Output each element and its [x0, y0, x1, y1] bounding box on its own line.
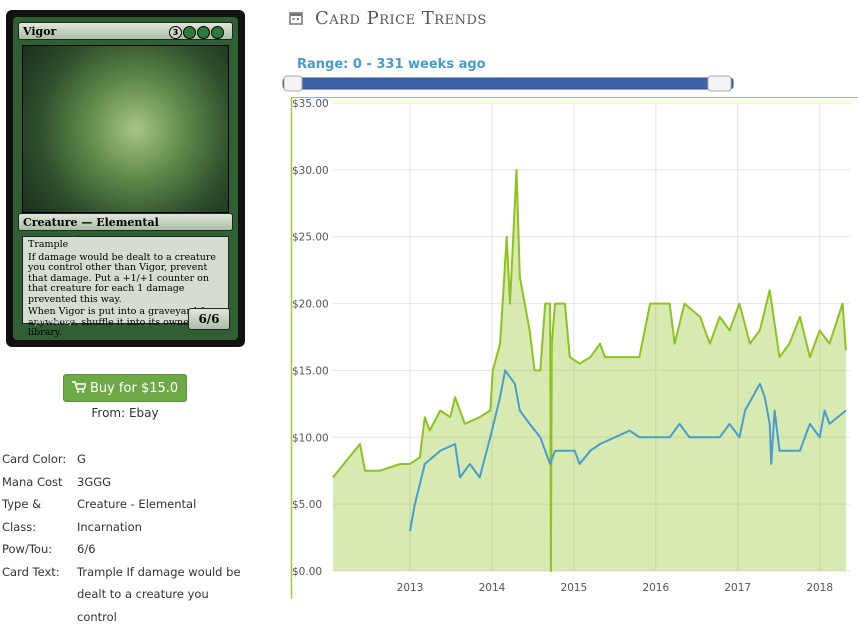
x-tick-label: 2014 — [479, 582, 506, 594]
x-tick-label: 2015 — [561, 582, 588, 594]
y-tick-label: $10.00 — [292, 432, 329, 444]
y-tick-label: $0.00 — [292, 566, 322, 578]
y-tick-label: $20.00 — [292, 299, 329, 311]
x-tick-label: 2017 — [724, 582, 751, 594]
x-tick-label: 2016 — [642, 582, 669, 594]
chart: $0.00 $5.00 $10.00 $15.00 $20.00 $25.00 $30.00… — [0, 0, 858, 599]
y-tick-label: $35.00 — [292, 98, 329, 110]
page: {"card": {"name": "Vigor", "mana_generic… — [0, 0, 858, 599]
y-tick-label: $5.00 — [292, 499, 322, 511]
x-tick-label: 2018 — [806, 582, 833, 594]
y-tick-label: $15.00 — [292, 365, 329, 377]
y-tick-label: $25.00 — [292, 232, 329, 244]
x-tick-label: 2013 — [397, 582, 424, 594]
y-tick-label: $30.00 — [292, 165, 329, 177]
